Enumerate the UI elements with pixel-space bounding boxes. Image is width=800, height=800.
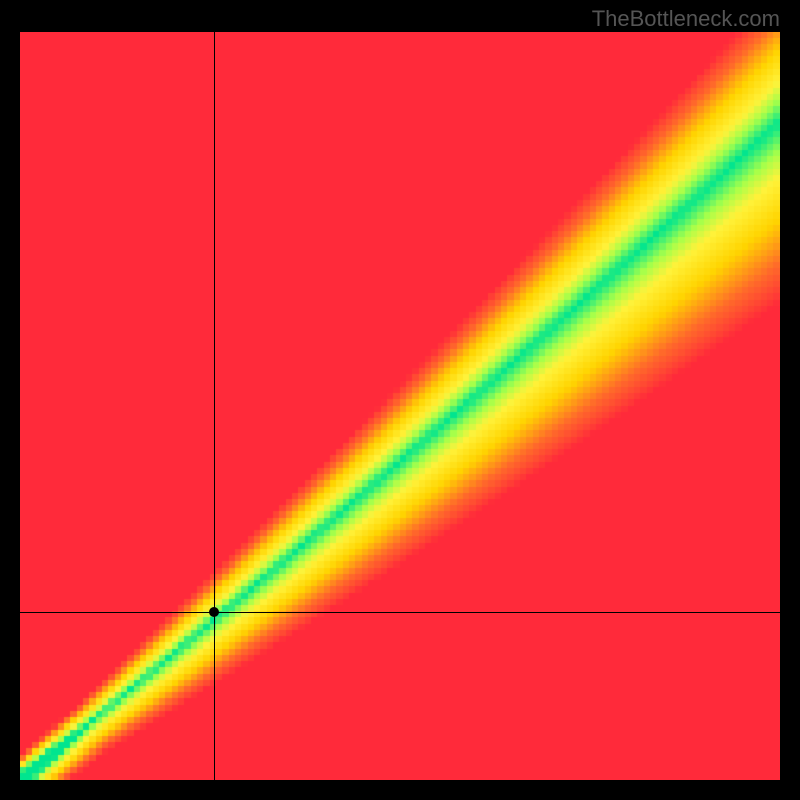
- heatmap-plot: [20, 32, 780, 780]
- watermark-text: TheBottleneck.com: [592, 6, 780, 32]
- crosshair-horizontal: [20, 612, 780, 613]
- heatmap-canvas: [20, 32, 780, 780]
- crosshair-vertical: [214, 32, 215, 780]
- selected-point-marker: [209, 607, 219, 617]
